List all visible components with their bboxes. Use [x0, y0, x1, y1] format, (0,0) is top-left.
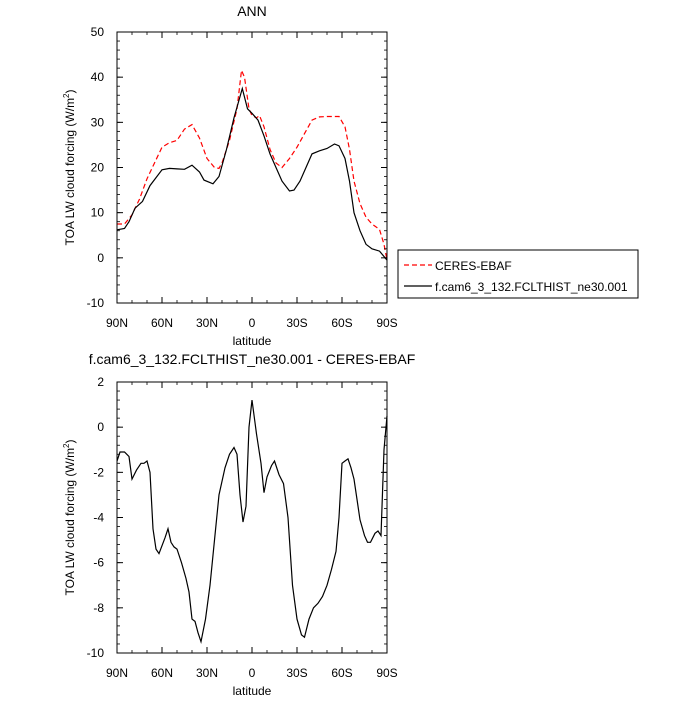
y-tick-label: -6 [93, 556, 104, 570]
x-tick-label: 30N [196, 316, 218, 330]
y-axis-label-main: TOA LW cloud forcing (W/m [63, 448, 77, 596]
bottom-plot: f.cam6_3_132.FCLTHIST_ne30.001 - CERES-E… [62, 351, 415, 698]
series-line-1 [116, 86, 388, 261]
legend-box [397, 249, 639, 299]
plot-title: f.cam6_3_132.FCLTHIST_ne30.001 - CERES-E… [89, 351, 416, 367]
y-tick-label: -10 [87, 646, 105, 660]
x-axis-label: latitude [233, 334, 272, 348]
y-tick-label: 50 [91, 25, 105, 39]
x-tick-label: 0 [249, 666, 256, 680]
legend-label-model: f.cam6_3_132.FCLTHIST_ne30.001 [435, 280, 628, 294]
y-tick-label: 30 [91, 115, 105, 129]
x-tick-label: 60N [151, 666, 173, 680]
x-tick-label: 90S [376, 316, 397, 330]
top-plot: ANN -10 0 10 20 30 40 50 90N 60N 30N 0 30S 60S 90S lati… [62, 3, 398, 348]
y-tick-label: -8 [93, 601, 104, 615]
x-tick-label: 90S [376, 666, 397, 680]
y-tick-label: 2 [97, 375, 104, 389]
y-axis-label-end: ) [63, 89, 77, 93]
y-axis-label-main: TOA LW cloud forcing (W/m [63, 98, 77, 246]
legend-label-obs: CERES-EBAF [435, 259, 512, 273]
y-tick-label: 0 [97, 420, 104, 434]
y-tick-label: -2 [93, 465, 104, 479]
y-tick-label: 40 [91, 70, 105, 84]
y-tick-label: -10 [87, 296, 105, 310]
y-axis-label-sup: 2 [62, 443, 71, 448]
y-tick-label: 20 [91, 161, 105, 175]
x-tick-label: 90N [106, 316, 128, 330]
y-axis-label-end: ) [63, 439, 77, 443]
series-line-0 [116, 400, 388, 645]
x-tick-label: 90N [106, 666, 128, 680]
x-tick-label: 0 [249, 316, 256, 330]
y-axis-label: TOA LW cloud forcing (W/m2) [62, 439, 77, 595]
x-tick-label: 30S [286, 666, 307, 680]
plot-title: ANN [237, 3, 267, 19]
y-tick-label: 0 [97, 251, 104, 265]
x-tick-label: 60S [331, 666, 352, 680]
plot-frame [116, 381, 388, 654]
y-tick-label: 10 [91, 206, 105, 220]
y-axis-label-sup: 2 [62, 93, 71, 98]
y-tick-label: -4 [93, 511, 104, 525]
x-tick-label: 60S [331, 316, 352, 330]
x-tick-label: 60N [151, 316, 173, 330]
x-axis-label: latitude [233, 684, 272, 698]
legend: CERES-EBAF f.cam6_3_132.FCLTHIST_ne30.00… [397, 249, 639, 299]
x-tick-label: 30N [196, 666, 218, 680]
x-tick-label: 30S [286, 316, 307, 330]
y-axis-label: TOA LW cloud forcing (W/m2) [62, 89, 77, 245]
